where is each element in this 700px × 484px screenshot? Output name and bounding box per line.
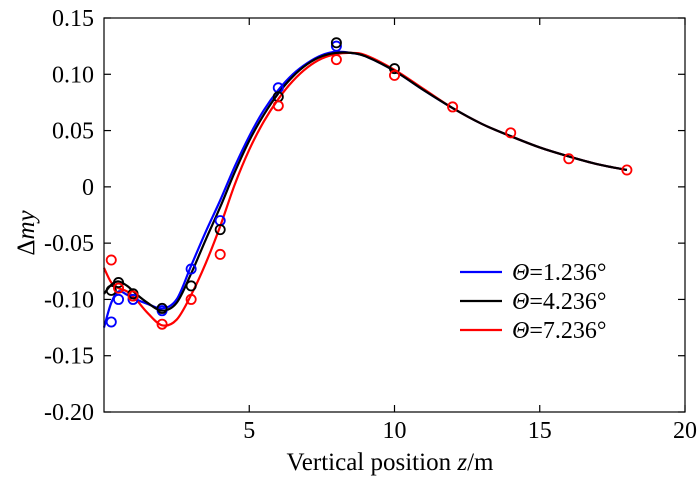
series-1-marker — [105, 316, 117, 328]
series-3-marker — [156, 318, 168, 330]
y-tick-label: 0 — [82, 175, 94, 201]
series-3-marker — [113, 282, 125, 294]
series-1-marker — [127, 293, 139, 305]
series-2-marker — [388, 63, 400, 75]
series-3-marker — [447, 101, 459, 113]
series-3-marker — [388, 69, 400, 81]
y-tick-label: 0.10 — [52, 62, 94, 88]
y-tick-label: 0.15 — [52, 6, 94, 32]
series-3-marker — [105, 254, 117, 266]
y-axis-label: Δmy — [13, 209, 40, 255]
series-3-marker — [214, 248, 226, 260]
legend-value-1: =1.236° — [529, 260, 606, 286]
legend-value-2: =4.236° — [529, 289, 606, 315]
x-tick-label: 10 — [383, 418, 407, 444]
series-2-marker — [113, 277, 125, 289]
series-2-marker — [105, 284, 117, 296]
series-3-marker — [621, 164, 633, 176]
legend-entry-1: Θ=1.236° — [512, 260, 606, 286]
y-tick-label: -0.05 — [44, 231, 94, 257]
series-lines-layer — [102, 50, 628, 328]
legend-variable-2: Θ — [512, 289, 529, 315]
legend-entry-2: Θ=4.236° — [512, 289, 606, 315]
series-2-marker — [330, 37, 342, 49]
series-1-marker — [113, 293, 125, 305]
series-3-marker — [185, 293, 197, 305]
series-3-marker — [505, 127, 517, 139]
x-tick-label: 5 — [243, 418, 255, 444]
x-axis-label-unit: /m — [467, 449, 494, 476]
axis-ticks-layer: 5 10 15 20 0.15 0.10 0.05 0 -0.05 -0.10 -0.15 -0.20 — [44, 6, 697, 444]
y-axis-label-variable: my — [13, 209, 40, 239]
series-markers-layer — [105, 37, 633, 330]
series-2-marker — [214, 224, 226, 236]
legend-variable-1: Θ — [512, 260, 529, 286]
series-1-marker — [330, 40, 342, 52]
chart-legend: Θ=1.236°Θ=4.236°Θ=7.236° — [460, 260, 606, 344]
series-2-marker — [156, 302, 168, 314]
x-tick-label: 20 — [673, 418, 697, 444]
x-axis-label: Vertical position z/m — [287, 449, 494, 476]
series-3-marker — [563, 153, 575, 165]
series-3-marker — [127, 290, 139, 302]
y-axis-label-prefix: Δ — [13, 240, 40, 256]
legend-value-3: =7.236° — [529, 318, 606, 344]
series-line-2 — [103, 51, 628, 312]
x-axis-label-variable: z — [456, 449, 467, 476]
x-tick-label: 15 — [528, 418, 552, 444]
y-tick-label: -0.15 — [44, 344, 94, 370]
series-1-marker — [185, 263, 197, 275]
y-tick-label: -0.20 — [44, 400, 94, 426]
y-tick-label: 0.05 — [52, 119, 94, 145]
series-2-marker — [185, 280, 197, 292]
legend-entry-3: Θ=7.236° — [512, 318, 606, 344]
y-tick-label: -0.10 — [44, 287, 94, 313]
series-3-marker — [272, 100, 284, 112]
legend-variable-3: Θ — [512, 318, 529, 344]
x-axis-label-prefix: Vertical position — [287, 449, 458, 476]
series-3-marker — [330, 54, 342, 66]
